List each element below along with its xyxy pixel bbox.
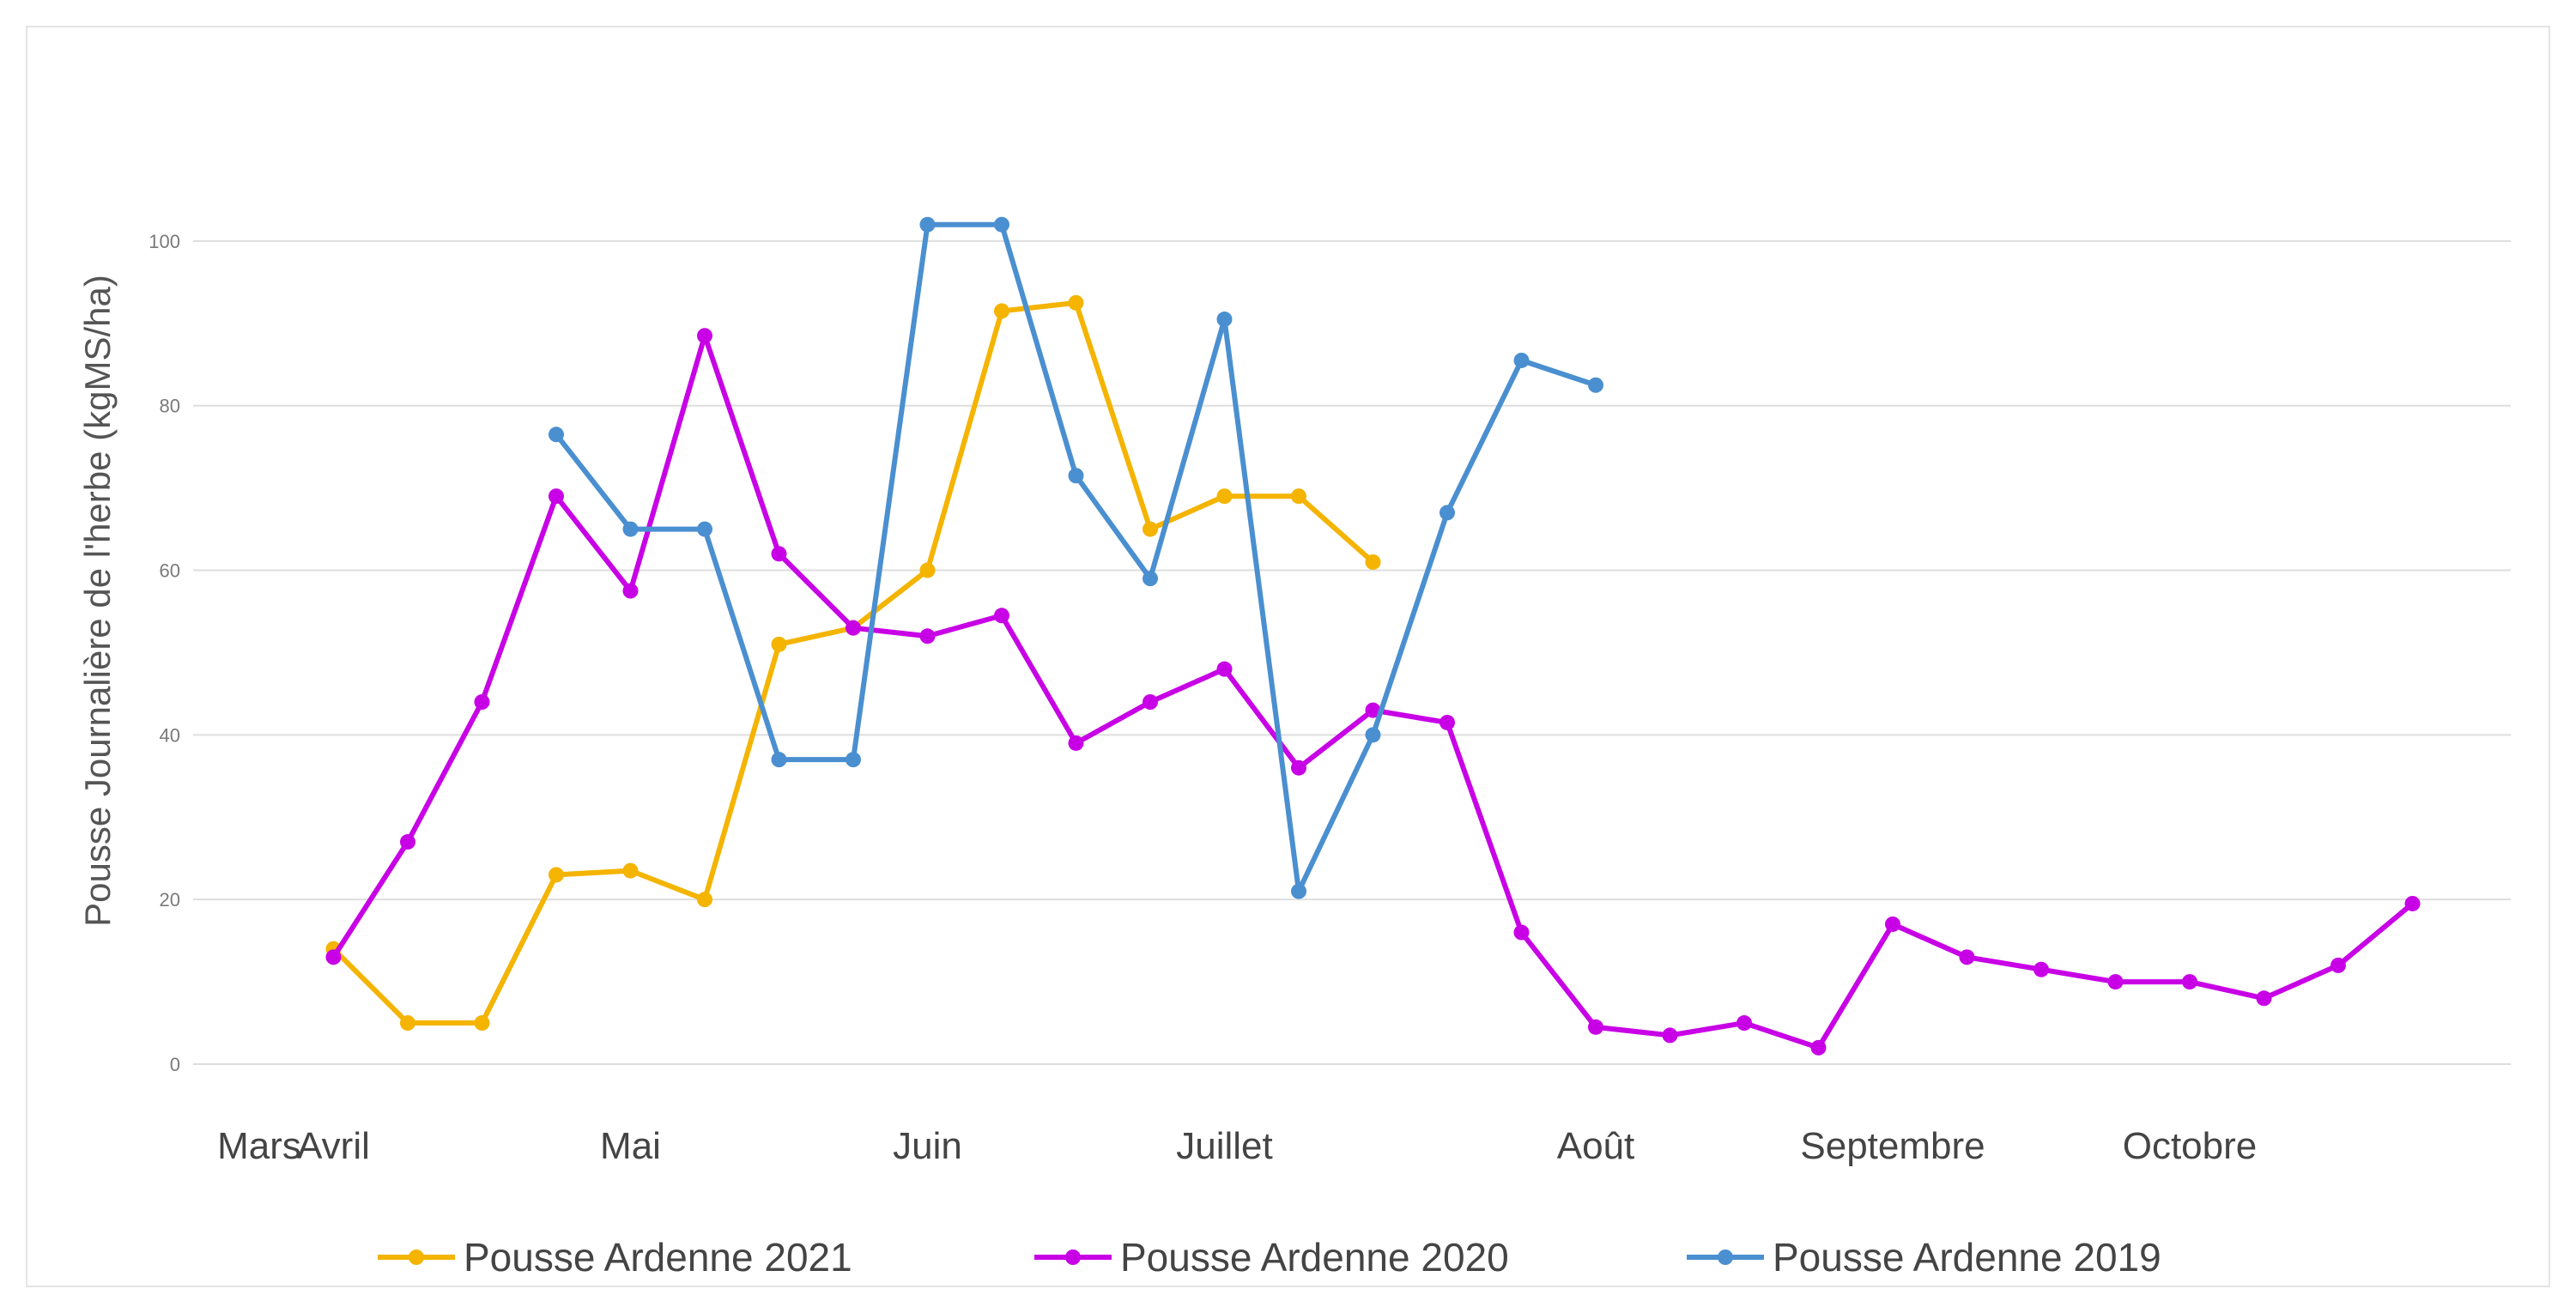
data-point (325, 949, 342, 965)
data-point (549, 427, 564, 443)
data-point (2404, 895, 2421, 911)
data-point (846, 620, 861, 636)
x-tick-label: Août (1557, 1125, 1635, 1167)
data-point (474, 1015, 490, 1032)
data-point (1291, 759, 1306, 776)
data-point (1513, 352, 1530, 368)
x-tick-label: Avril (297, 1125, 370, 1167)
data-point (1440, 714, 1455, 730)
data-point (400, 834, 415, 850)
data-point (1513, 924, 1530, 941)
legend-swatch-marker (1718, 1249, 1733, 1265)
data-point (1291, 883, 1306, 899)
data-point (994, 303, 1009, 319)
data-point (697, 521, 712, 537)
data-point (919, 628, 936, 644)
data-point (994, 216, 1009, 233)
x-tick-label: Mai (600, 1125, 661, 1167)
data-point (2256, 990, 2272, 1007)
y-tick-label: 0 (170, 1054, 180, 1075)
data-point (1365, 727, 1381, 743)
data-point (622, 583, 639, 599)
x-tick-label: Septembre (1800, 1125, 1985, 1167)
data-point (697, 328, 712, 344)
legend-label: Pousse Ardenne 2020 (1120, 1235, 1509, 1280)
data-point (2182, 974, 2197, 990)
data-point (1216, 312, 1233, 328)
data-point (622, 862, 639, 879)
data-point (400, 1015, 415, 1032)
data-point (994, 608, 1009, 624)
legend-swatch-marker (409, 1249, 424, 1265)
y-tick-label: 60 (160, 560, 180, 582)
legend-label: Pousse Ardenne 2019 (1773, 1235, 2161, 1280)
x-tick-label: Juin (893, 1125, 962, 1167)
data-point (1143, 521, 1158, 537)
data-point (1737, 1015, 1752, 1032)
data-point (919, 216, 936, 233)
data-point (2331, 957, 2346, 973)
data-point (1588, 1019, 1603, 1035)
y-tick-label: 100 (148, 231, 180, 252)
data-point (846, 752, 861, 768)
y-tick-label: 80 (160, 396, 180, 417)
data-point (1959, 949, 1975, 965)
legend-label: Pousse Ardenne 2021 (464, 1235, 852, 1280)
data-point (1885, 916, 1900, 932)
data-point (1365, 702, 1381, 718)
chart-frame (26, 26, 2550, 1287)
y-axis-ticks: 0 20 40 60 80 100 (148, 231, 180, 1075)
grid-lines (193, 239, 2511, 1065)
data-point (1440, 505, 1455, 521)
data-point (1291, 488, 1306, 505)
series-group (325, 216, 2421, 1056)
data-point (1068, 468, 1084, 484)
data-point (1588, 377, 1603, 393)
data-point (1143, 694, 1158, 710)
series-line (330, 300, 1376, 1026)
data-point (697, 892, 712, 908)
series-line (330, 333, 2415, 1050)
legend-item: Pousse Ardenne 2020 (1034, 1235, 1509, 1280)
series-line (554, 221, 1598, 894)
y-tick-label: 40 (160, 724, 180, 746)
series-3 (549, 216, 1603, 899)
data-point (622, 521, 639, 537)
data-point (1810, 1039, 1827, 1056)
y-axis-label: Pousse Journalière de l'herbe (kgMS/ha) (77, 275, 118, 927)
data-point (1365, 554, 1381, 570)
data-point (1068, 735, 1084, 751)
data-point (549, 867, 564, 883)
legend: Pousse Ardenne 2021 Pousse Ardenne 2020 Po… (378, 1235, 2161, 1280)
data-point (1662, 1027, 1678, 1044)
data-point (771, 752, 787, 768)
series-2 (325, 328, 2421, 1056)
x-tick-label: Mars (217, 1125, 301, 1167)
data-point (771, 546, 787, 562)
data-point (2107, 974, 2124, 990)
legend-item: Pousse Ardenne 2021 (378, 1235, 852, 1280)
data-point (1216, 488, 1233, 505)
data-point (549, 488, 564, 505)
data-point (1216, 661, 1233, 677)
x-tick-label: Juillet (1176, 1125, 1273, 1167)
x-tick-label: Octobre (2123, 1125, 2258, 1167)
legend-swatch-marker (1065, 1249, 1081, 1265)
data-point (919, 562, 936, 578)
legend-item: Pousse Ardenne 2019 (1687, 1235, 2161, 1280)
data-point (1068, 294, 1084, 311)
data-point (1143, 571, 1158, 587)
data-point (771, 636, 787, 652)
data-point (474, 694, 490, 710)
data-point (2034, 961, 2049, 977)
y-tick-label: 20 (160, 889, 180, 911)
